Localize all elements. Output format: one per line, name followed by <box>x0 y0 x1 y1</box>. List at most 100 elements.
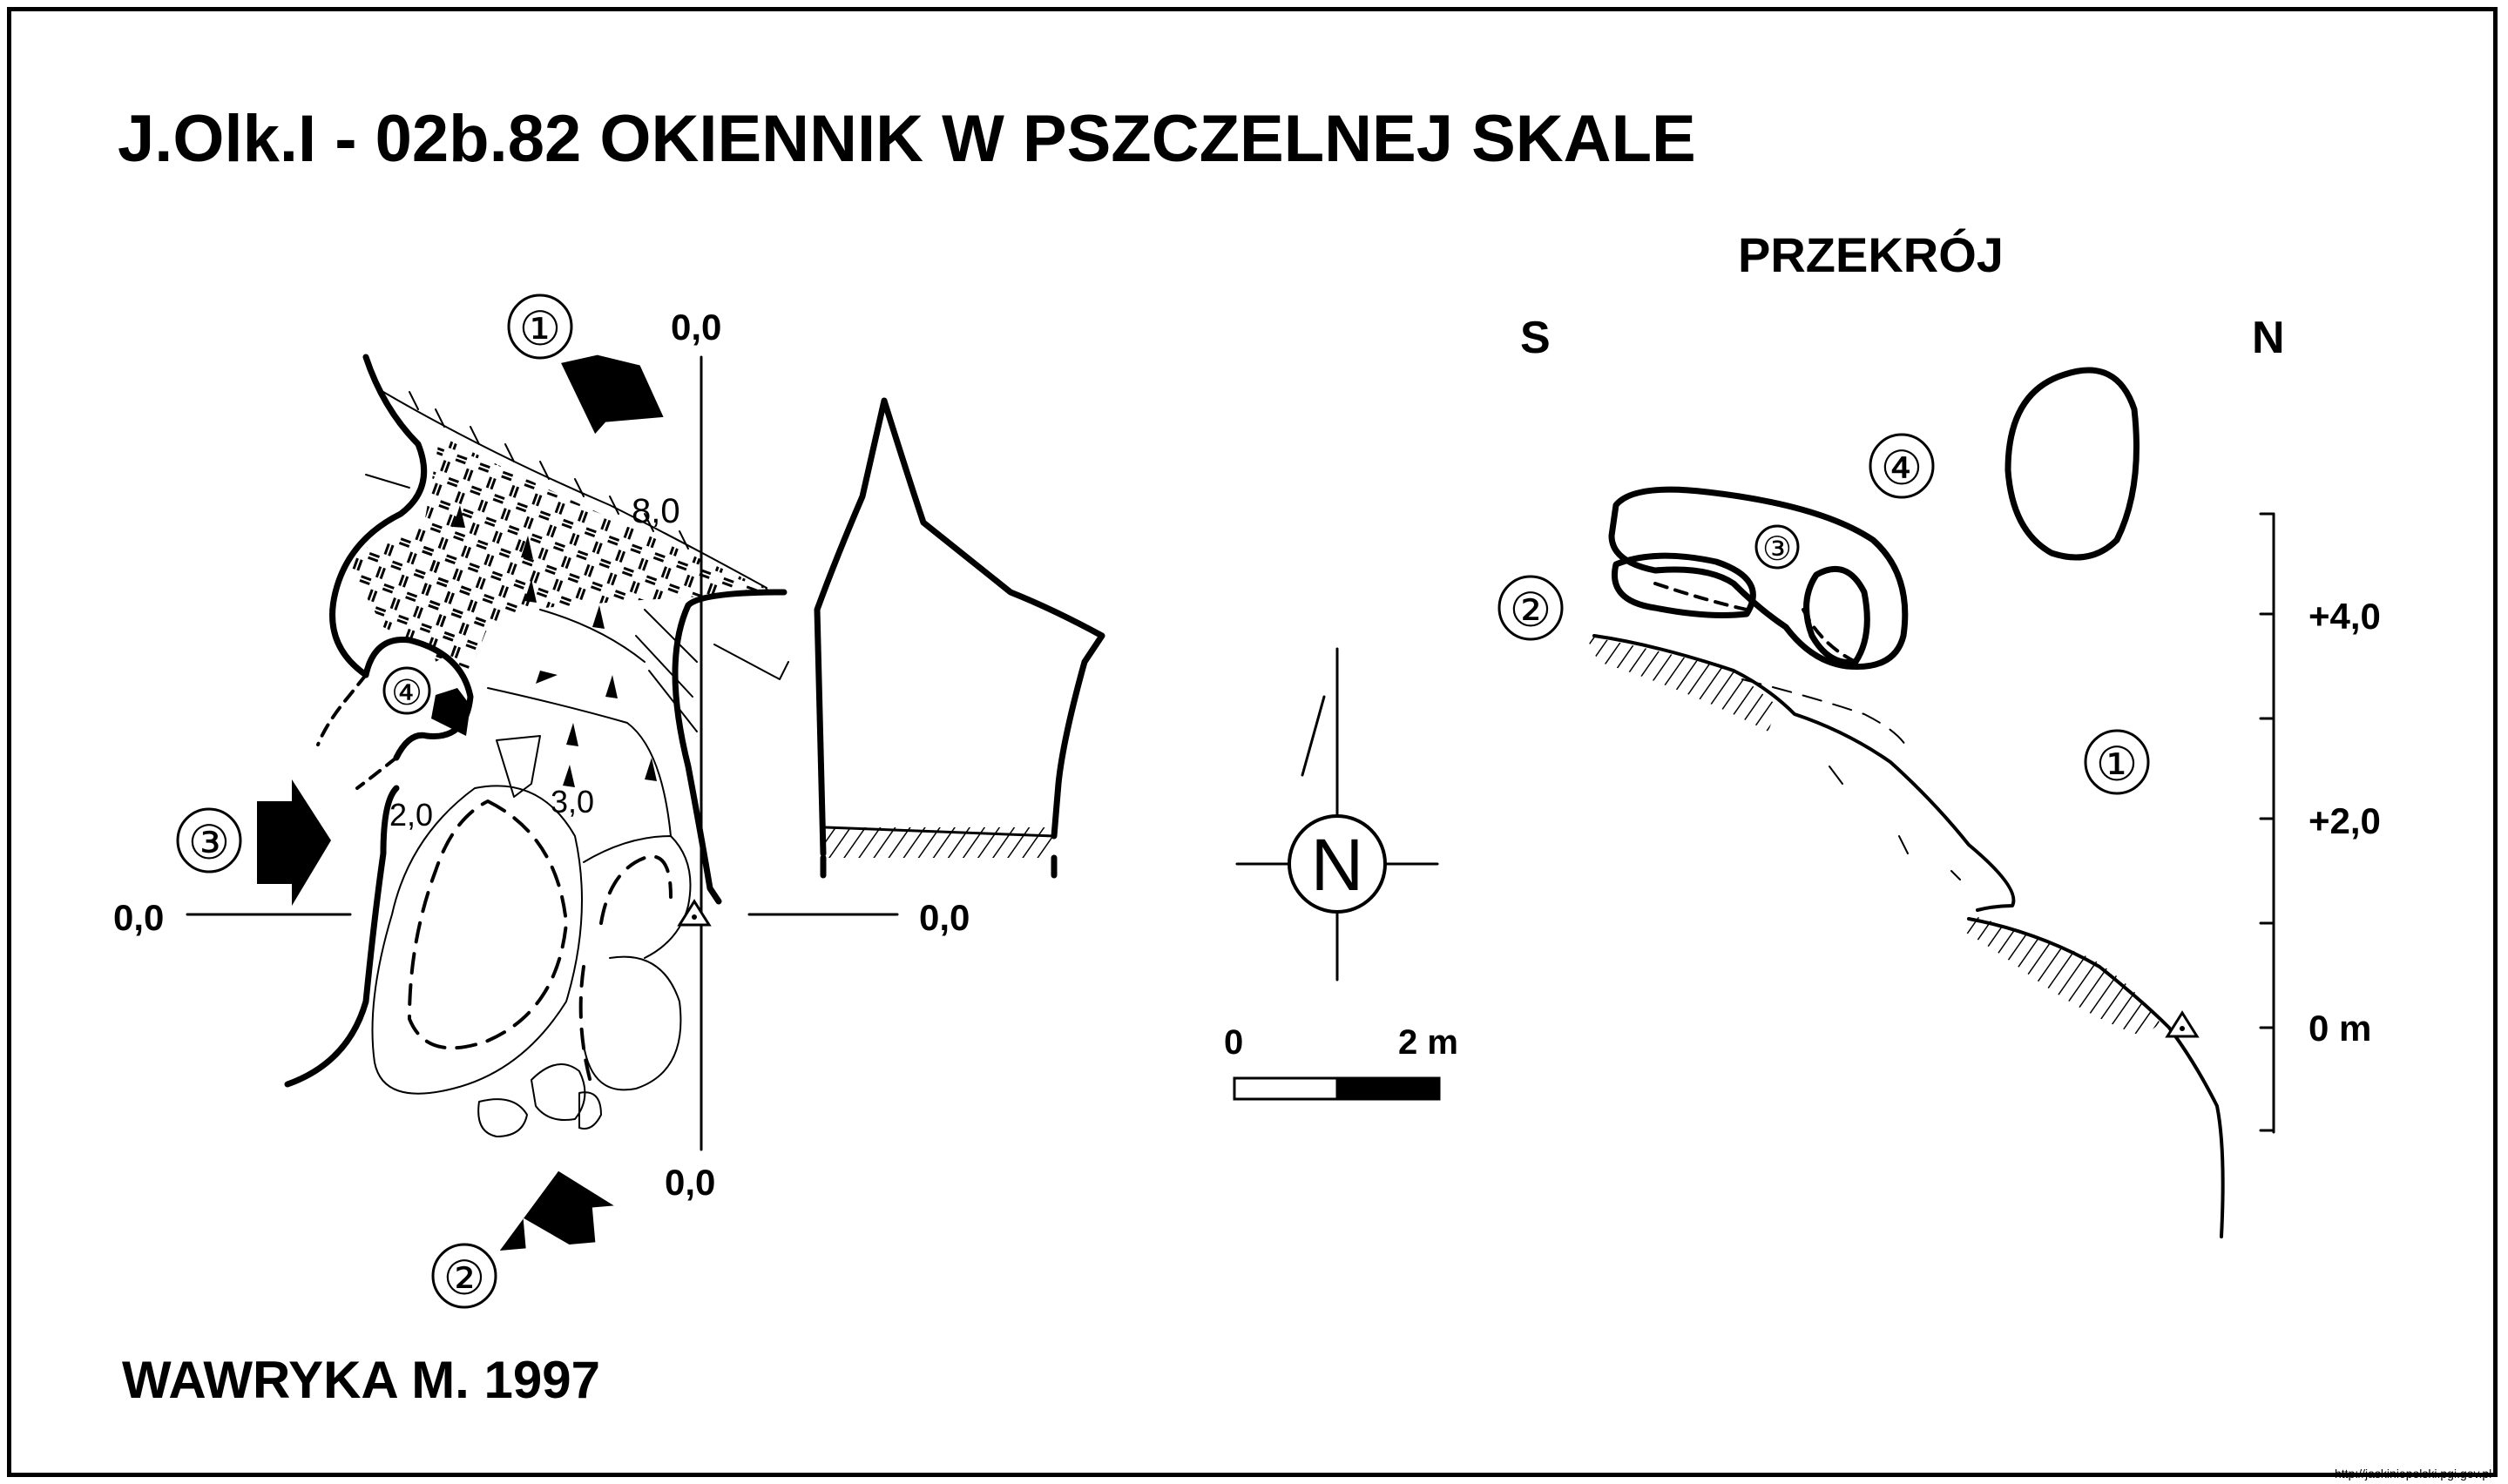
plan-boulder-right <box>583 835 692 959</box>
shaft-outline <box>814 397 1105 857</box>
axis-label-right: 0,0 <box>919 897 970 938</box>
elevation-label-2: +2,0 <box>2309 800 2381 841</box>
plan-pebble-2 <box>477 1098 528 1137</box>
section-floor-dashed <box>1741 678 1909 750</box>
marker-label-4: ④ <box>391 674 423 712</box>
section-boulder-dashed <box>1802 608 1857 664</box>
section-chamber-3-dashed <box>1653 582 1748 611</box>
plan-boulder-right-dashed <box>599 854 673 925</box>
section-floor-ticks <box>1829 766 1961 880</box>
plan-pebble-3 <box>578 1091 602 1130</box>
marker-circle-1 <box>507 293 573 360</box>
scale-start: 0 <box>1224 1023 1243 1062</box>
plan-boulder-lower-right <box>583 955 682 1091</box>
section-window-oval <box>2004 367 2140 561</box>
slope-triangle <box>524 579 537 603</box>
slope-triangle <box>563 765 575 787</box>
section-chamber-3-outer <box>1608 486 1909 671</box>
plan-inner-line-2 <box>539 609 646 663</box>
shaft-profile <box>814 397 1105 879</box>
height-label-2: 2,0 <box>389 797 433 833</box>
marker-label-3: ③ <box>188 817 230 869</box>
section-title: PRZEKRÓJ <box>1738 227 2004 282</box>
section-marker-1: ① <box>2096 739 2138 791</box>
marker-label-1: ① <box>519 303 561 355</box>
plan-chamber-4-dashed-lower <box>355 756 398 790</box>
section-floor-hatching-lower <box>1964 914 2160 1036</box>
plan-boulder-main-dashed <box>408 799 568 1050</box>
plan-chamber-4-wall <box>362 637 474 761</box>
slope-triangle <box>566 723 578 746</box>
slope-triangle <box>592 605 605 629</box>
section-station-marker <box>2165 1010 2200 1038</box>
axis-label-left: 0,0 <box>113 897 164 938</box>
ledge-ticks <box>409 391 689 550</box>
section-marker-3: ③ <box>1762 531 1792 568</box>
plan-pebble-1 <box>531 1063 586 1121</box>
plan-view: 0,0 0,0 0,0 0,0 <box>113 293 970 1309</box>
entrance-arrow-3 <box>257 779 331 906</box>
elevation-label-0: 0 m <box>2309 1008 2371 1049</box>
plan-wall-right <box>672 602 722 905</box>
entrance-arrow-4 <box>431 688 470 736</box>
axis-label-bottom: 0,0 <box>665 1162 715 1203</box>
section-marker-circle-2 <box>1497 575 1564 641</box>
section-marker-circle-1 <box>2084 729 2150 795</box>
north-arrow-barb <box>1301 695 1326 777</box>
section-marker-2: ② <box>1510 584 1551 637</box>
axis-label-top: 0,0 <box>671 307 721 347</box>
entrance-arrow-2 <box>499 1170 614 1251</box>
author-credit: WAWRYKA M. 1997 <box>122 1351 600 1409</box>
map-frame <box>7 7 2498 1477</box>
section-chamber-3-inner <box>1612 552 1756 618</box>
source-url: http://jaskiniepolski.pgi.gov.pl <box>2335 1467 2491 1481</box>
marker-circle-2 <box>431 1243 497 1309</box>
plan-boulder-lower-dashed <box>578 965 594 1090</box>
slope-triangle <box>605 675 618 698</box>
plan-wall-hatching <box>635 609 698 732</box>
height-label-8: 8,0 <box>632 492 680 530</box>
section-lower-wall <box>1967 917 2225 1238</box>
section-marker-4: ④ <box>1881 442 1923 495</box>
height-label-3: 3,0 <box>551 784 594 820</box>
plan-wall-upper-left <box>329 354 428 678</box>
plan-inner-line-1 <box>487 687 672 837</box>
marker-circle-3 <box>176 807 242 874</box>
entrance-arrow-1 <box>561 354 664 435</box>
plan-boulder-main <box>371 785 583 1095</box>
scale-end: 2 m <box>1398 1023 1458 1062</box>
plan-wall-top-right <box>685 589 788 609</box>
north-arrow: N <box>1235 647 1439 981</box>
page-title: J.Olk.I - 02b.82 OKIENNIK W PSZCZELNEJ S… <box>118 102 1696 176</box>
section-direction-s: S <box>1520 313 1551 363</box>
ledge-hatching-upper <box>418 435 775 662</box>
north-label: N <box>1311 824 1364 906</box>
marker-label-2: ② <box>443 1252 485 1305</box>
section-station-dot <box>2180 1026 2185 1031</box>
plan-station-marker <box>677 899 712 927</box>
section-floor-line <box>1592 634 2016 912</box>
scale-bar: 0 2 m <box>1224 1023 1458 1101</box>
plan-leader-line <box>713 644 789 680</box>
plan-station-dot <box>692 914 697 920</box>
slope-triangle <box>453 505 465 528</box>
north-arrow-circle <box>1288 814 1387 914</box>
section-marker-circle-4 <box>1869 433 1935 499</box>
plan-boulder-small <box>496 735 541 798</box>
section-direction-n: N <box>2252 313 2285 363</box>
scale-bar-black <box>1335 1076 1441 1101</box>
plan-wall-lower-left <box>284 785 400 1088</box>
section-floor-hatching-upper <box>1585 636 1777 732</box>
scale-bar-white <box>1233 1076 1339 1101</box>
section-marker-circle-3 <box>1754 524 1800 570</box>
section-view: PRZEKRÓJ S N +4,0 +2,0 0 m <box>1497 227 2381 1238</box>
slope-triangle <box>521 536 533 559</box>
ledge-hatching-left <box>344 523 488 671</box>
marker-circle-4 <box>382 666 431 715</box>
slope-triangle <box>645 758 657 781</box>
elevation-label-4: +4,0 <box>2309 596 2381 637</box>
slope-triangle <box>536 671 558 684</box>
shaft-floor-line <box>824 826 1056 838</box>
plan-tick-left <box>365 474 410 489</box>
